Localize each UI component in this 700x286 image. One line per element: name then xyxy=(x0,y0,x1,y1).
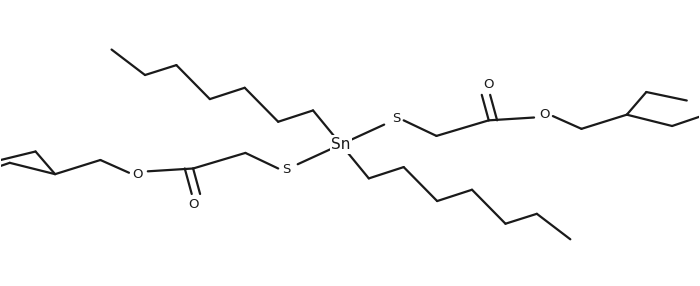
Text: O: O xyxy=(132,168,143,181)
Text: O: O xyxy=(188,198,198,211)
Text: S: S xyxy=(392,112,400,126)
Text: O: O xyxy=(539,108,550,121)
Text: S: S xyxy=(281,163,290,176)
Text: O: O xyxy=(484,78,494,91)
Text: Sn: Sn xyxy=(331,137,351,152)
